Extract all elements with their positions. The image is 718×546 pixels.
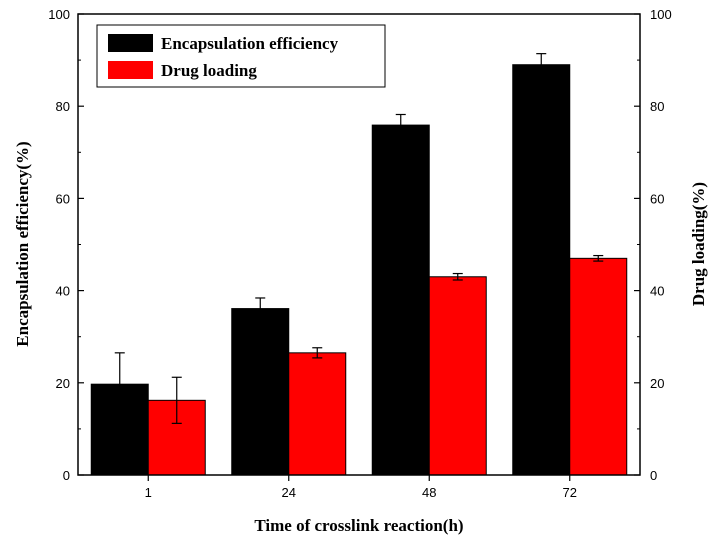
legend-label-encapsulation: Encapsulation efficiency — [161, 34, 339, 53]
bar-drug-loading — [569, 257, 628, 476]
legend-label-drug-loading: Drug loading — [161, 61, 257, 80]
x-tick-label: 48 — [422, 485, 436, 500]
x-axis: 1 24 48 72 — [145, 475, 577, 500]
right-y-tick-label: 100 — [650, 7, 672, 22]
right-y-axis-title: Drug loading(%) — [689, 182, 708, 306]
bar-encapsulation — [371, 124, 430, 476]
left-y-tick-label: 40 — [56, 284, 70, 299]
left-y-axis-title: Encapsulation efficiency(%) — [13, 141, 32, 346]
x-tick-label: 24 — [282, 485, 296, 500]
left-y-tick-label: 20 — [56, 376, 70, 391]
legend: Encapsulation efficiency Drug loading — [96, 24, 386, 88]
right-y-axis: 0 20 40 60 80 100 — [634, 7, 672, 483]
bar-drug-loading — [288, 352, 347, 476]
bar-encapsulation — [512, 64, 571, 476]
bar-encapsulation — [231, 308, 290, 476]
left-y-axis: 0 20 40 60 80 100 — [48, 7, 84, 483]
right-y-tick-label: 0 — [650, 468, 657, 483]
legend-swatch-encapsulation — [108, 34, 153, 52]
x-axis-title: Time of crosslink reaction(h) — [254, 516, 463, 535]
right-y-tick-label: 20 — [650, 376, 664, 391]
right-y-tick-label: 60 — [650, 191, 664, 206]
bar-drug-loading — [428, 276, 487, 476]
left-y-tick-label: 100 — [48, 7, 70, 22]
right-y-tick-label: 80 — [650, 99, 664, 114]
x-tick-label: 1 — [145, 485, 152, 500]
left-y-tick-label: 0 — [63, 468, 70, 483]
left-y-tick-label: 80 — [56, 99, 70, 114]
legend-swatch-drug-loading — [108, 61, 153, 79]
left-y-tick-label: 60 — [56, 191, 70, 206]
x-tick-label: 72 — [563, 485, 577, 500]
right-y-tick-label: 40 — [650, 284, 664, 299]
chart-marks — [90, 53, 628, 476]
